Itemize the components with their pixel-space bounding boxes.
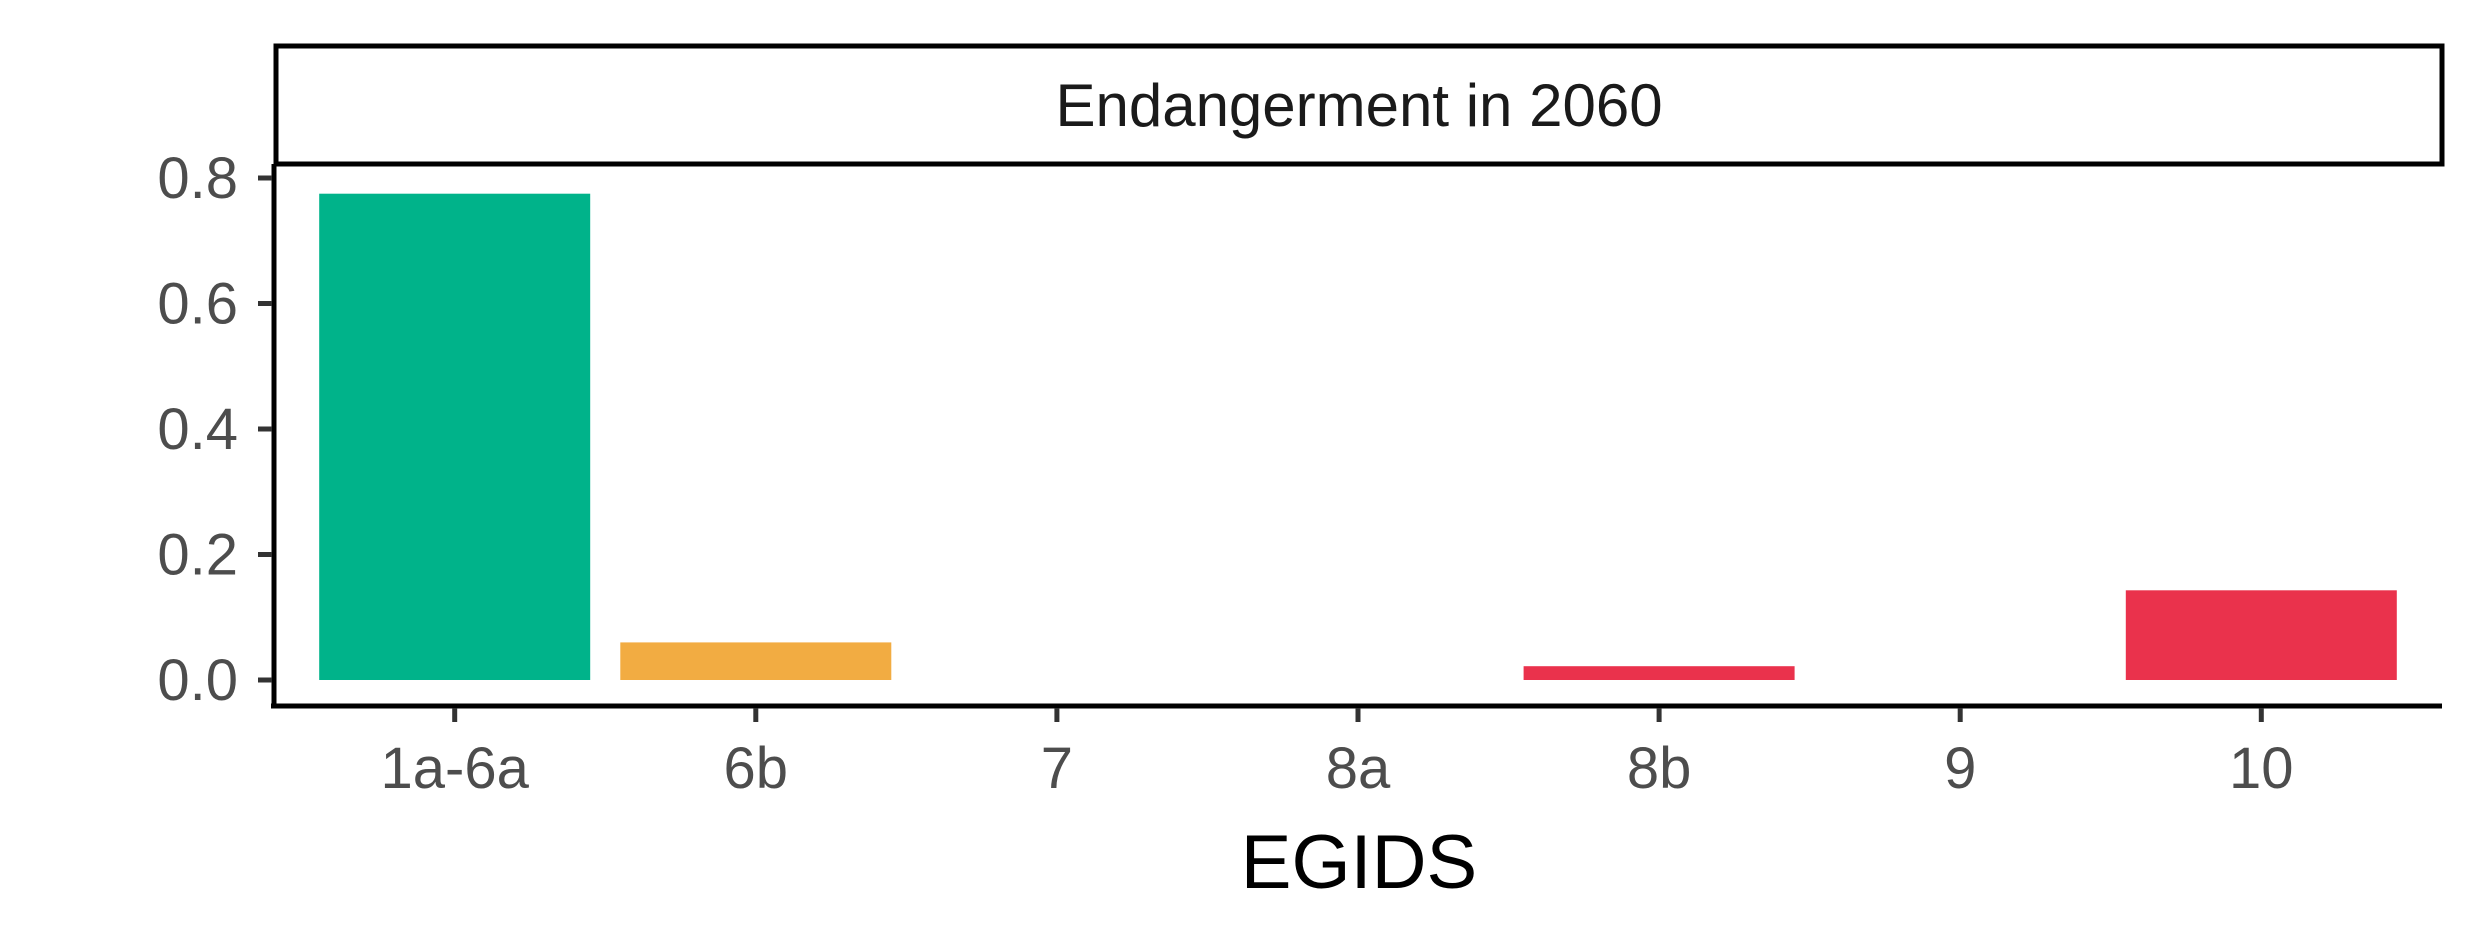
x-axis-title: EGIDS [1241,820,1478,905]
bar-10 [2125,590,2397,680]
x-tick-label: 8b [1627,736,1692,801]
y-tick-label: 0.2 [157,523,238,588]
x-tick-label: 7 [1041,736,1073,801]
facet-title: Endangerment in 2060 [1055,72,1662,139]
bar-6b [620,642,892,680]
y-tick-label: 0.4 [157,397,238,462]
x-tick-label: 6b [724,736,789,801]
x-tick-label: 9 [1944,736,1976,801]
axes-layer [271,164,2442,709]
facet-strip: Endangerment in 2060 [273,43,2445,167]
y-tick-label: 0.8 [157,146,238,211]
facet-strip-box [273,43,2445,167]
bar-1a-6a [319,193,591,680]
bar-8b [1523,666,1795,680]
x-tick-label: 8a [1326,736,1391,801]
x-tick-label: 1a-6a [381,736,530,801]
x-ticks-layer: 1a-6a 6b 7 8a 8b 9 10 [381,708,2294,801]
x-tick-label: 10 [2229,736,2294,801]
y-ticks-layer: 0.0 0.2 0.4 0.6 0.8 [157,146,272,713]
y-tick-label: 0.0 [157,648,238,713]
bars-layer [319,193,2397,680]
y-tick-label: 0.6 [157,272,238,337]
